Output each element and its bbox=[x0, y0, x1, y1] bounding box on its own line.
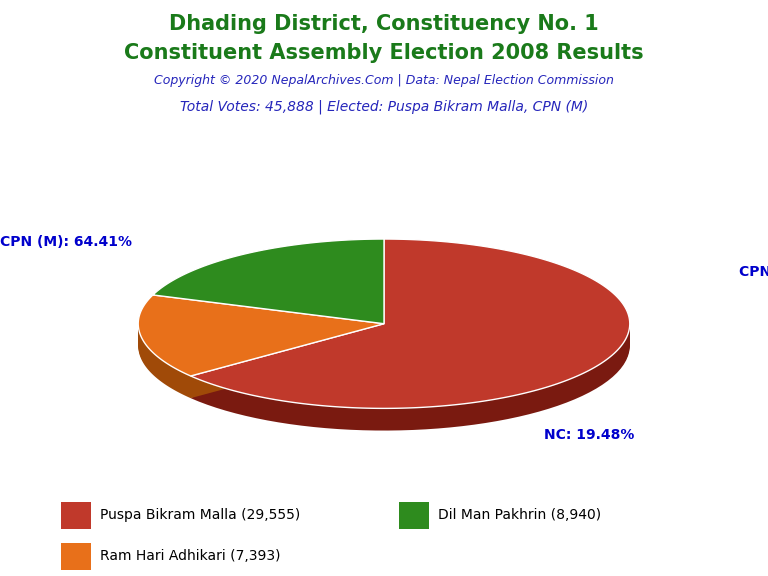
Polygon shape bbox=[138, 307, 384, 388]
Polygon shape bbox=[138, 304, 384, 385]
Polygon shape bbox=[153, 253, 384, 338]
Polygon shape bbox=[190, 262, 630, 430]
Polygon shape bbox=[138, 317, 384, 398]
Text: Ram Hari Adhikari (7,393): Ram Hari Adhikari (7,393) bbox=[100, 550, 280, 563]
Polygon shape bbox=[153, 241, 384, 326]
Polygon shape bbox=[190, 248, 630, 417]
Polygon shape bbox=[138, 312, 384, 393]
Polygon shape bbox=[153, 245, 384, 330]
Polygon shape bbox=[190, 242, 630, 412]
Polygon shape bbox=[138, 309, 384, 389]
Text: Dil Man Pakhrin (8,940): Dil Man Pakhrin (8,940) bbox=[438, 508, 601, 522]
Polygon shape bbox=[190, 260, 630, 429]
Polygon shape bbox=[153, 262, 384, 346]
FancyBboxPatch shape bbox=[61, 543, 91, 570]
Polygon shape bbox=[138, 311, 384, 392]
Text: NC: 19.48%: NC: 19.48% bbox=[545, 428, 634, 442]
Polygon shape bbox=[138, 306, 384, 387]
Polygon shape bbox=[190, 255, 630, 425]
Polygon shape bbox=[138, 296, 384, 377]
Polygon shape bbox=[190, 257, 630, 427]
Polygon shape bbox=[190, 256, 630, 426]
Polygon shape bbox=[138, 297, 384, 378]
Text: Dhading District, Constituency No. 1: Dhading District, Constituency No. 1 bbox=[169, 14, 599, 35]
Text: Puspa Bikram Malla (29,555): Puspa Bikram Malla (29,555) bbox=[100, 508, 300, 522]
Polygon shape bbox=[138, 301, 384, 382]
Polygon shape bbox=[138, 314, 384, 396]
Polygon shape bbox=[153, 251, 384, 336]
Polygon shape bbox=[190, 239, 630, 408]
Polygon shape bbox=[153, 244, 384, 329]
Text: Constituent Assembly Election 2008 Results: Constituent Assembly Election 2008 Resul… bbox=[124, 43, 644, 63]
Polygon shape bbox=[138, 305, 384, 386]
Polygon shape bbox=[153, 260, 384, 344]
Polygon shape bbox=[190, 245, 630, 415]
Polygon shape bbox=[138, 298, 384, 380]
Polygon shape bbox=[153, 256, 384, 341]
Polygon shape bbox=[153, 249, 384, 334]
Polygon shape bbox=[153, 239, 384, 324]
Polygon shape bbox=[190, 259, 630, 428]
Polygon shape bbox=[153, 255, 384, 340]
Polygon shape bbox=[153, 259, 384, 343]
Text: Copyright © 2020 NepalArchives.Com | Data: Nepal Election Commission: Copyright © 2020 NepalArchives.Com | Dat… bbox=[154, 74, 614, 87]
Polygon shape bbox=[153, 247, 384, 331]
Polygon shape bbox=[190, 253, 630, 422]
Polygon shape bbox=[153, 250, 384, 335]
Polygon shape bbox=[138, 295, 384, 376]
Text: CPN (M): 64.41%: CPN (M): 64.41% bbox=[1, 235, 132, 249]
Polygon shape bbox=[138, 300, 384, 381]
Polygon shape bbox=[138, 310, 384, 391]
Polygon shape bbox=[190, 250, 630, 419]
Polygon shape bbox=[190, 247, 630, 416]
Polygon shape bbox=[190, 241, 630, 411]
Polygon shape bbox=[153, 254, 384, 339]
Polygon shape bbox=[153, 248, 384, 332]
Polygon shape bbox=[153, 257, 384, 342]
FancyBboxPatch shape bbox=[61, 502, 91, 529]
FancyBboxPatch shape bbox=[399, 502, 429, 529]
Polygon shape bbox=[190, 249, 630, 418]
Polygon shape bbox=[138, 313, 384, 395]
Polygon shape bbox=[190, 254, 630, 423]
Polygon shape bbox=[153, 242, 384, 327]
Polygon shape bbox=[153, 240, 384, 325]
Polygon shape bbox=[190, 251, 630, 420]
Polygon shape bbox=[138, 316, 384, 397]
Polygon shape bbox=[190, 240, 630, 410]
Text: CPN (UML): 16.11%: CPN (UML): 16.11% bbox=[739, 265, 768, 279]
Polygon shape bbox=[138, 302, 384, 384]
Polygon shape bbox=[190, 244, 630, 414]
Text: Total Votes: 45,888 | Elected: Puspa Bikram Malla, CPN (M): Total Votes: 45,888 | Elected: Puspa Bik… bbox=[180, 99, 588, 113]
